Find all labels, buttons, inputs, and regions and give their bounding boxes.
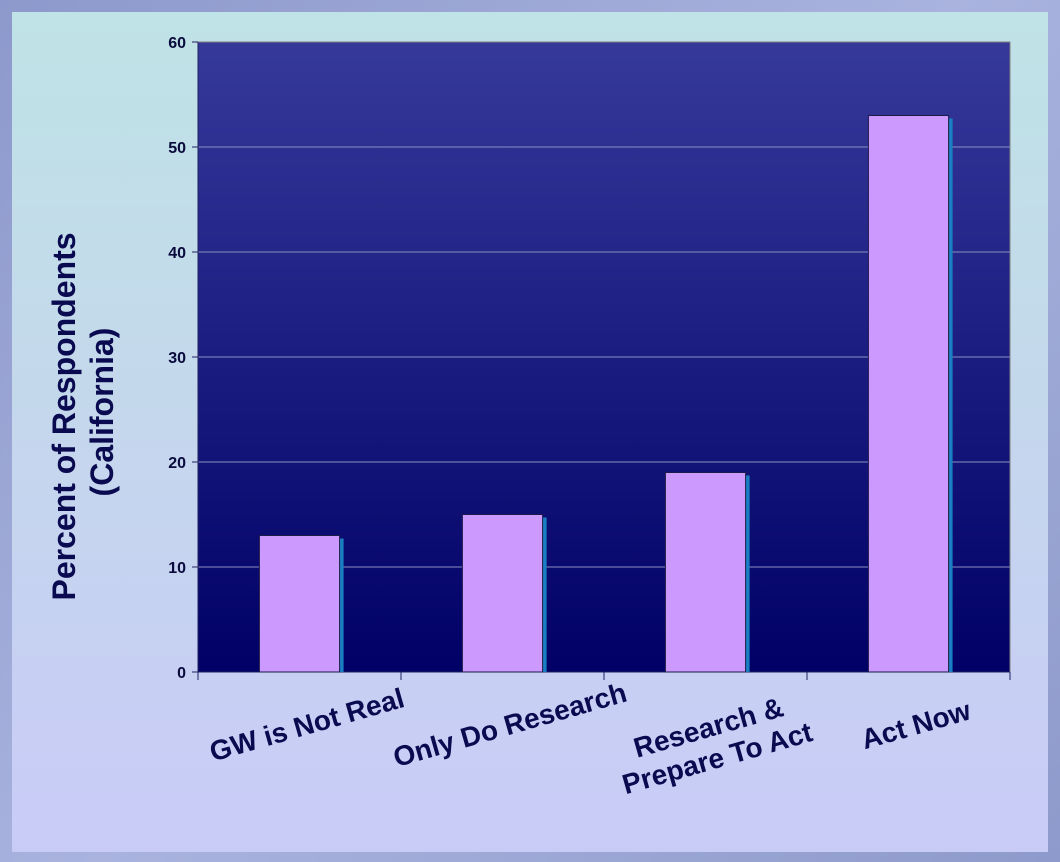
y-tick-labels: 0 10 20 30 40 50 60 xyxy=(168,35,186,682)
y-tick-label: 60 xyxy=(168,35,186,52)
bar xyxy=(664,472,747,673)
y-tick-label: 30 xyxy=(168,350,186,367)
bar xyxy=(258,535,341,673)
x-category-label-line: Act Now xyxy=(858,694,974,755)
y-tick-label: 0 xyxy=(177,665,186,682)
bar-shadow xyxy=(339,538,344,672)
x-category-label: Research &Prepare To Act xyxy=(610,686,816,801)
x-category-label-line: Only Do Research xyxy=(390,677,630,773)
bar-shadow xyxy=(745,475,750,672)
x-category-label: Only Do Research xyxy=(390,677,630,773)
bars xyxy=(258,115,953,673)
y-tick-label: 40 xyxy=(168,245,186,262)
bar xyxy=(461,514,544,673)
bar-shadow xyxy=(542,517,547,672)
y-axis-label-line-2: (California) xyxy=(84,328,120,497)
y-axis-label-line-1: Percent of Respondents xyxy=(46,232,82,600)
y-tick-label: 10 xyxy=(168,560,186,577)
x-category-label: GW is Not Real xyxy=(206,682,407,767)
bar-shadow xyxy=(948,118,953,672)
x-category-label-line: GW is Not Real xyxy=(206,682,407,767)
y-tick-label: 20 xyxy=(168,455,186,472)
y-tick-label: 50 xyxy=(168,140,186,157)
bar xyxy=(867,115,950,673)
y-axis-label: Percent of Respondents (California) xyxy=(46,224,120,601)
x-category-label: Act Now xyxy=(858,694,974,755)
